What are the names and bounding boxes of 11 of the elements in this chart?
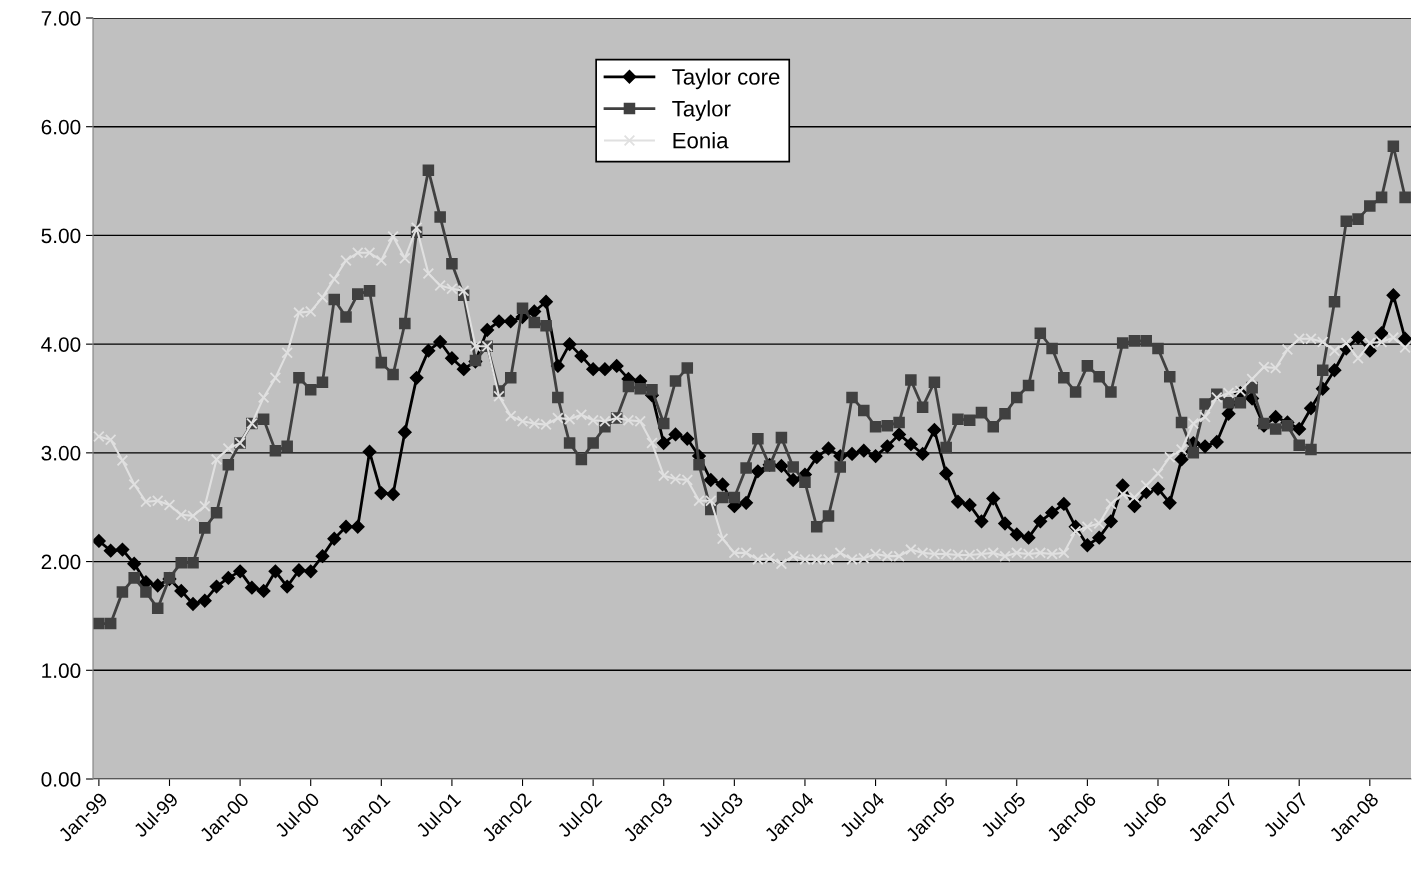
y-tick-label: 3.00 — [41, 445, 81, 461]
y-tick-label: 6.00 — [41, 119, 81, 135]
legend-label: Taylor core — [672, 68, 780, 90]
legend-label: Taylor — [672, 100, 731, 121]
y-tick-label: 5.00 — [41, 228, 81, 244]
y-tick-label: 7.00 — [41, 11, 81, 26]
y-tick-label: 4.00 — [41, 337, 81, 352]
y-tick-label: 1.00 — [42, 663, 81, 679]
legend-label: Eonia — [673, 132, 729, 149]
y-tick-label: 2.00 — [41, 554, 81, 570]
y-tick-label: 0.00 — [41, 772, 81, 787]
